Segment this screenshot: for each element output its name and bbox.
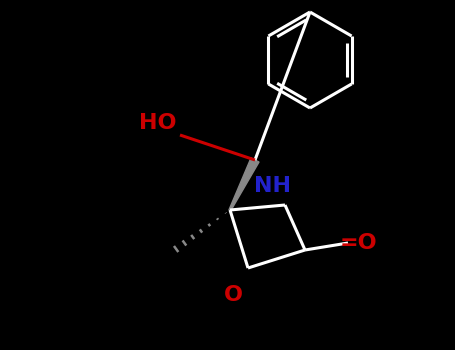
Text: NH: NH: [253, 176, 290, 196]
Text: O: O: [223, 285, 243, 305]
Text: HO: HO: [139, 113, 177, 133]
Polygon shape: [229, 158, 259, 210]
Text: =O: =O: [339, 233, 377, 253]
